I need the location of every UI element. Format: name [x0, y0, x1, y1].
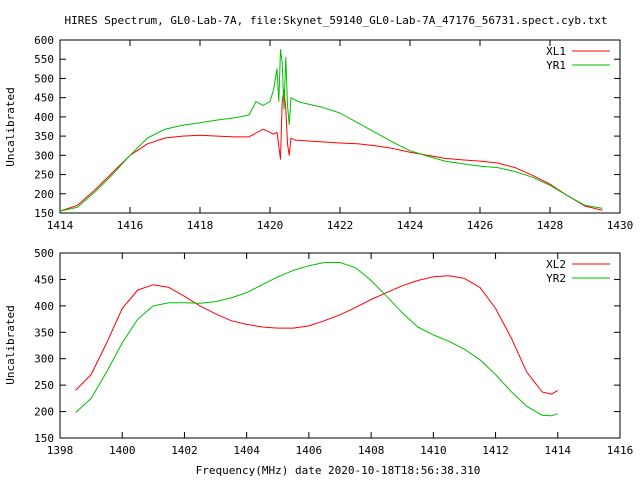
series-line-xl2 [75, 275, 559, 395]
x-tick-label: 1404 [233, 444, 260, 457]
y-tick-label: 500 [34, 247, 54, 260]
x-tick-label: 1422 [327, 219, 354, 232]
x-tick-label: 1416 [607, 444, 634, 457]
legend-label-xl1: XL1 [546, 45, 566, 58]
series-line-yr2 [75, 262, 558, 417]
y-tick-label: 350 [34, 326, 54, 339]
x-tick-label: 1402 [171, 444, 198, 457]
y-tick-label: 200 [34, 188, 54, 201]
series-line-yr1 [59, 49, 603, 212]
y-tick-label: 250 [34, 379, 54, 392]
x-tick-label: 1414 [47, 219, 74, 232]
chart-panel-1: 1414 1416 1418 1420 1422 1424 1426 1428 1430 150 2… [4, 34, 633, 232]
x-tick-label: 1420 [257, 219, 284, 232]
y-tick-label: 300 [34, 149, 54, 162]
x-tick-label: 1400 [109, 444, 136, 457]
figure-xlabel: Frequency(MHz) date 2020-10-18T18:56:38.… [196, 464, 481, 477]
y-tick-label: 550 [34, 53, 54, 66]
y-tick-label: 450 [34, 92, 54, 105]
y-axis-label: Uncalibrated [4, 305, 17, 384]
x-tick-label: 1416 [117, 219, 144, 232]
y-tick-label: 200 [34, 406, 54, 419]
y-tick-label: 250 [34, 169, 54, 182]
legend-label-xl2: XL2 [546, 258, 566, 271]
x-tick-label: 1408 [358, 444, 385, 457]
chart-panel-2: 1398 1400 1402 1404 1406 1408 1410 1412 1414 1416… [4, 247, 633, 457]
figure-title: HIRES Spectrum, GL0-Lab-7A, file:Skynet_… [64, 14, 607, 27]
x-tick-label: 1412 [482, 444, 509, 457]
y-tick-label: 150 [34, 207, 54, 220]
x-tick-label: 1426 [467, 219, 494, 232]
x-tick-label: 1406 [296, 444, 323, 457]
y-tick-label: 400 [34, 111, 54, 124]
x-tick-label: 1424 [397, 219, 424, 232]
legend-label-yr1: YR1 [546, 59, 566, 72]
x-tick-label: 1428 [537, 219, 564, 232]
y-tick-label: 450 [34, 273, 54, 286]
y-tick-label: 400 [34, 300, 54, 313]
series-line-xl1 [59, 89, 603, 212]
legend-label-yr2: YR2 [546, 272, 566, 285]
y-tick-label: 150 [34, 432, 54, 445]
x-tick-label: 1430 [607, 219, 634, 232]
x-tick-label: 1414 [545, 444, 572, 457]
x-tick-label: 1418 [187, 219, 214, 232]
y-tick-label: 350 [34, 130, 54, 143]
y-tick-label: 300 [34, 353, 54, 366]
y-tick-label: 600 [34, 34, 54, 47]
y-tick-label: 500 [34, 72, 54, 85]
y-axis-label: Uncalibrated [4, 87, 17, 166]
x-tick-label: 1410 [420, 444, 447, 457]
plot-frame [59, 252, 621, 439]
panels: 1414 1416 1418 1420 1422 1424 1426 1428 1430 150 2… [4, 34, 633, 457]
plot-frame [59, 39, 621, 214]
x-tick-label: 1398 [47, 444, 74, 457]
